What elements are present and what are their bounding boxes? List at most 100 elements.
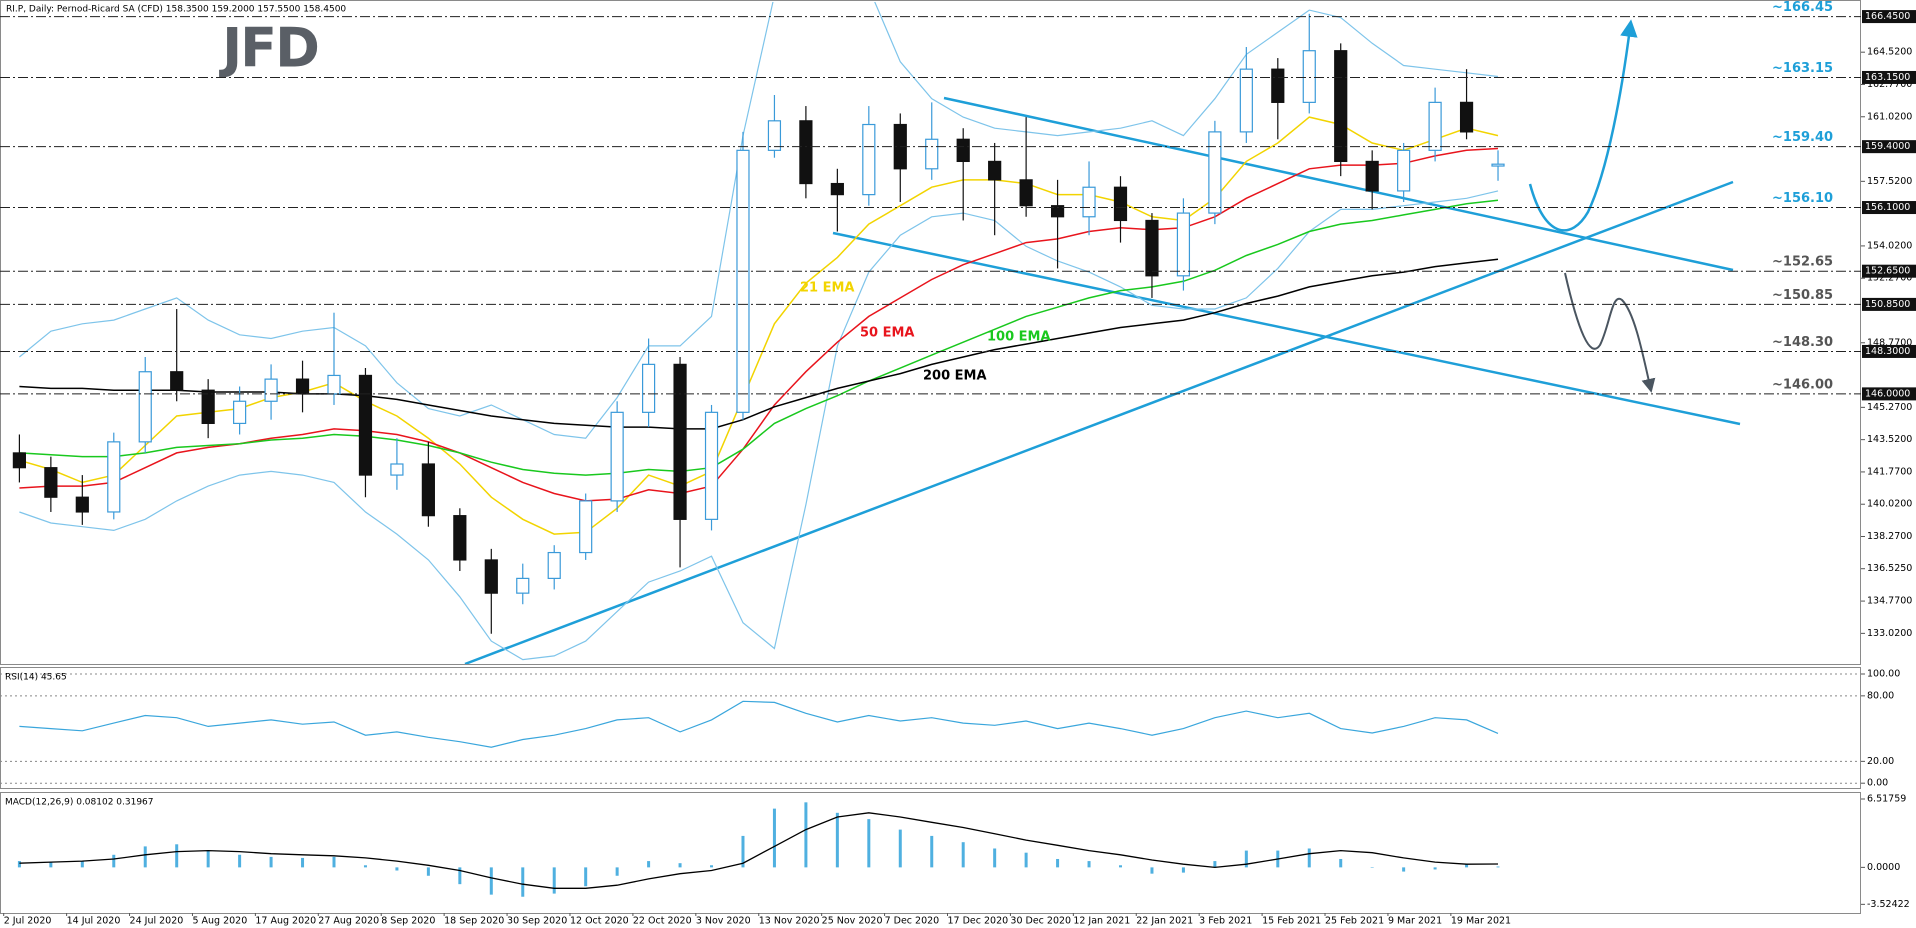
macd-bar — [458, 867, 462, 885]
logo: JFD — [218, 17, 318, 80]
y-tick-label: 143.5200 — [1867, 434, 1912, 445]
candle-body — [579, 500, 593, 554]
candle-body — [358, 374, 373, 476]
x-tick-label: 3 Nov 2020 — [696, 916, 751, 927]
candle-body — [12, 452, 26, 469]
candle-body — [704, 411, 719, 520]
x-tick-label: 17 Dec 2020 — [948, 916, 1009, 927]
candle-body — [1239, 68, 1253, 133]
signal-line — [19, 812, 1499, 889]
candle-body — [925, 138, 939, 170]
candle-body — [767, 120, 782, 151]
macd-bar — [521, 867, 525, 897]
candle-body — [390, 463, 404, 476]
level-label: 159.4000 — [1865, 141, 1910, 152]
x-tick-label: 24 Jul 2020 — [130, 916, 184, 927]
level-box — [1862, 140, 1916, 154]
level-label: 146.0000 — [1865, 388, 1910, 399]
level-label: 150.8500 — [1865, 299, 1910, 310]
x-tick-label: 30 Dec 2020 — [1010, 916, 1071, 927]
macd-bar — [804, 802, 808, 868]
macd-bar — [552, 867, 556, 894]
macd-bar — [395, 867, 399, 871]
candle-body — [44, 467, 58, 498]
x-tick-label: 25 Feb 2021 — [1325, 916, 1384, 927]
macd-bar — [80, 861, 84, 868]
macd-bar — [1056, 858, 1060, 868]
macd-bar — [615, 867, 619, 876]
level-box — [1862, 387, 1916, 401]
candle-body — [1019, 179, 1033, 207]
series-label: 21 EMA — [800, 281, 855, 296]
macd-bar — [17, 861, 21, 868]
macd-bar — [1307, 848, 1311, 868]
macd-bar — [1465, 864, 1469, 868]
channel-upper-line — [943, 96, 1734, 272]
level-note: ~156.10 — [1772, 191, 1833, 206]
macd-bar — [741, 835, 745, 868]
level-box — [1862, 70, 1916, 84]
candle-body — [1113, 186, 1128, 222]
channel-lower-line — [832, 231, 1741, 426]
macd-bar — [332, 856, 336, 868]
candle-body — [327, 374, 341, 395]
rsi-panel — [0, 667, 1861, 789]
macd-bar — [1150, 867, 1154, 874]
macd-plot — [17, 802, 1500, 897]
bollinger-band — [19, 190, 1499, 661]
macd-bar — [584, 867, 588, 887]
level-note: ~150.85 — [1772, 288, 1833, 303]
level-box — [1862, 201, 1916, 215]
candle-body — [1208, 131, 1222, 214]
rsi-line — [19, 700, 1499, 748]
candle-body — [233, 400, 247, 425]
y-tick-label: 157.5200 — [1867, 176, 1912, 187]
y-tick-label: 164.5200 — [1867, 47, 1912, 58]
macd-bar — [238, 854, 242, 868]
candle-body — [1145, 219, 1159, 277]
y-tick-label: 133.0200 — [1867, 628, 1912, 639]
price-plot — [12, 2, 1505, 661]
candle-body — [799, 120, 813, 185]
macd-bar — [1496, 866, 1500, 868]
macd-bar — [1087, 861, 1091, 868]
level-label: 166.4500 — [1865, 11, 1910, 22]
candle-body — [170, 371, 184, 391]
y-tick-label: 100.00 — [1867, 669, 1900, 680]
y-tick-label: 0.00 — [1867, 778, 1888, 789]
candle-body — [295, 378, 310, 395]
level-box — [1862, 297, 1916, 311]
series-label: 200 EMA — [923, 369, 987, 384]
candle-body — [641, 363, 656, 413]
candle-body — [610, 411, 624, 502]
candle-body — [1491, 163, 1505, 167]
macd-panel — [0, 792, 1861, 914]
level-note: ~163.15 — [1772, 61, 1833, 76]
macd-bar — [1024, 852, 1028, 868]
level-box — [1862, 344, 1916, 358]
macd-bar — [678, 863, 682, 868]
candle-body — [421, 463, 435, 517]
x-tick-label: 5 Aug 2020 — [192, 916, 247, 927]
macd-bar — [206, 850, 210, 868]
x-tick-label: 8 Sep 2020 — [381, 916, 435, 927]
candle-body — [1428, 101, 1442, 151]
macd-bar — [961, 842, 965, 868]
macd-bar — [1433, 867, 1437, 870]
candle-body — [736, 149, 750, 413]
candle-body — [264, 378, 278, 402]
macd-bar — [647, 861, 651, 868]
candle-body — [673, 363, 687, 520]
y-tick-label: 145.2700 — [1867, 402, 1912, 413]
macd-bar — [898, 829, 902, 868]
macd-bar — [1119, 865, 1122, 868]
header: RI.P, Daily: Pernod-Ricard SA (CFD) 158.… — [6, 5, 346, 15]
y-tick-label: 140.0200 — [1867, 499, 1912, 510]
candle-body — [1082, 186, 1096, 218]
y-axis: 164.5200 162.7700 161.0200 157.5200 154.0200… — [1861, 47, 1912, 639]
x-tick-label: 30 Sep 2020 — [507, 916, 567, 927]
macd-bar — [1244, 850, 1248, 868]
bearish-arrow — [1564, 272, 1656, 393]
x-tick-label: 13 Nov 2020 — [759, 916, 820, 927]
y-tick-label: 162.7700 — [1867, 79, 1912, 90]
